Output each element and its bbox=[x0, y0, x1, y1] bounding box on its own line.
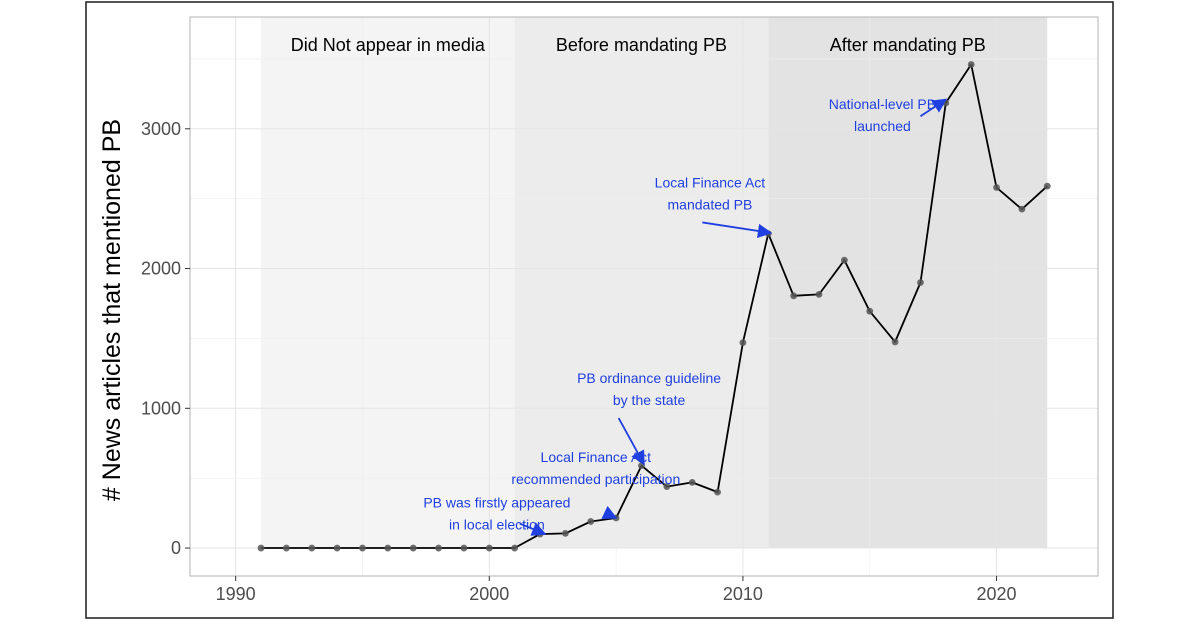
data-point bbox=[1018, 205, 1026, 213]
region-labels: Did Not appear in media Before mandating … bbox=[291, 35, 986, 55]
annotation: PB was firstly appeared in local election bbox=[423, 495, 570, 536]
data-series bbox=[261, 63, 1048, 549]
y-tick-label: 2000 bbox=[141, 259, 181, 279]
grid-lines bbox=[190, 17, 1098, 576]
series-line bbox=[261, 63, 1048, 549]
x-axis: 1990 2000 2010 2020 bbox=[216, 576, 1017, 604]
data-point bbox=[815, 291, 823, 298]
x-tick-label: 2010 bbox=[723, 584, 763, 604]
annotation-arrow bbox=[919, 98, 948, 117]
data-point bbox=[308, 544, 316, 552]
annotation-text: PB ordinance guideline bbox=[577, 370, 721, 386]
data-point bbox=[840, 256, 848, 264]
annotation: PB ordinance guideline by the state bbox=[577, 370, 721, 466]
annotation-text: Local Finance Act bbox=[541, 449, 652, 465]
region-label: Did Not appear in media bbox=[291, 35, 486, 55]
annotation: Local Finance Act mandated PB bbox=[655, 174, 773, 239]
annotation: Local Finance Act recommended participati… bbox=[511, 449, 680, 519]
data-point bbox=[917, 279, 924, 286]
data-point bbox=[511, 544, 519, 552]
data-point bbox=[409, 544, 417, 552]
annotation-arrow bbox=[702, 221, 773, 239]
annotation-text: mandated PB bbox=[668, 196, 753, 212]
annotation-text: National-level PB bbox=[829, 96, 936, 112]
data-point bbox=[384, 544, 392, 552]
plot-panel-border bbox=[189, 16, 1099, 577]
data-point bbox=[739, 339, 747, 347]
data-point bbox=[866, 307, 874, 315]
y-tick-label: 0 bbox=[171, 538, 181, 558]
y-axis: 0 1000 2000 3000 bbox=[141, 119, 190, 558]
x-tick-label: 2020 bbox=[977, 584, 1017, 604]
region-label: After mandating PB bbox=[830, 35, 986, 55]
annotation-arrow bbox=[519, 522, 547, 536]
annotation: National-level PB launched bbox=[829, 96, 948, 134]
data-point bbox=[282, 544, 290, 552]
data-point bbox=[257, 544, 265, 552]
data-point bbox=[688, 478, 696, 486]
annotation-arrow bbox=[601, 505, 618, 519]
y-tick-label: 3000 bbox=[141, 119, 181, 139]
data-point bbox=[663, 483, 671, 490]
data-point bbox=[333, 544, 341, 552]
data-point bbox=[587, 518, 595, 525]
annotation-text: in local election bbox=[449, 517, 545, 533]
y-tick-label: 1000 bbox=[141, 398, 181, 418]
data-point bbox=[1043, 182, 1051, 190]
data-point bbox=[993, 184, 1000, 191]
data-point bbox=[714, 488, 721, 496]
data-point bbox=[485, 544, 493, 552]
region-label: Before mandating PB bbox=[556, 35, 727, 55]
x-tick-label: 1990 bbox=[216, 584, 256, 604]
annotation-text: Local Finance Act bbox=[655, 174, 766, 190]
data-point bbox=[435, 544, 442, 552]
region-bands bbox=[261, 17, 1048, 549]
y-axis-label: # News articles that mentioned PB bbox=[98, 119, 126, 501]
annotation-text: by the state bbox=[613, 392, 686, 408]
annotation-text: recommended participation bbox=[511, 471, 680, 487]
x-tick-label: 2000 bbox=[469, 584, 509, 604]
annotation-text: launched bbox=[854, 118, 911, 134]
region-band bbox=[768, 17, 1048, 549]
annotation-text: PB was firstly appeared bbox=[423, 495, 570, 511]
data-point bbox=[891, 338, 899, 346]
data-point bbox=[561, 529, 569, 537]
data-point bbox=[967, 61, 975, 68]
annotations: PB was firstly appeared in local election… bbox=[423, 96, 948, 536]
annotation-arrow bbox=[617, 417, 645, 466]
data-point bbox=[460, 544, 468, 552]
data-point bbox=[790, 292, 798, 300]
region-band bbox=[261, 17, 515, 549]
data-point bbox=[359, 544, 366, 552]
